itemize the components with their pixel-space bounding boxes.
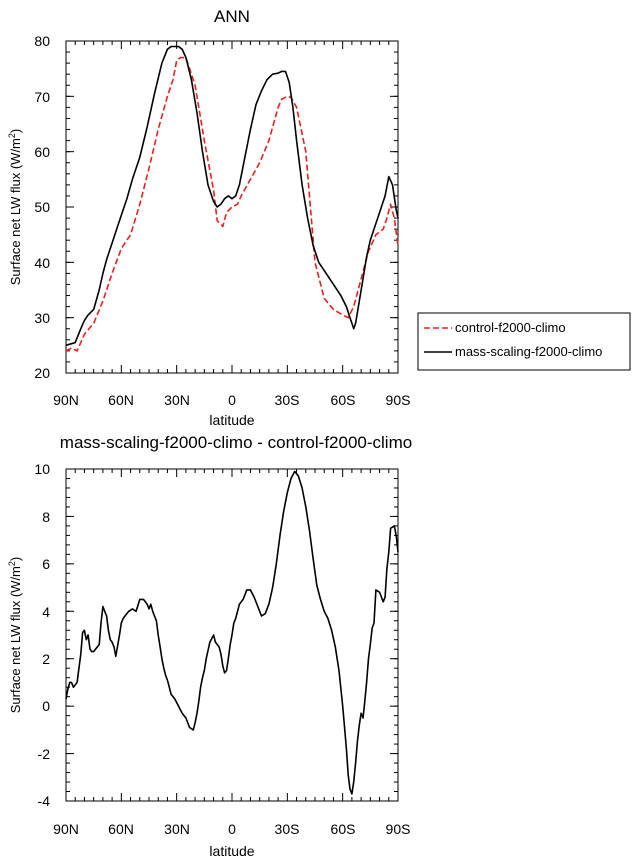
top-x-axis-label: latitude — [209, 412, 254, 428]
top-y-tick-label: 60 — [34, 144, 50, 160]
bottom-axis-ticks — [65, 468, 399, 802]
legend-label-mass-scaling: mass-scaling-f2000-climo — [455, 344, 602, 359]
bottom-y-tick-labels: -4 -2 0 2 4 6 8 10 — [34, 461, 50, 809]
series-line-control-f2000-climo — [65, 56, 399, 352]
top-x-tick-labels: 90N 60N 30N 0 30S 60S 90S — [53, 392, 410, 408]
bottom-y-tick-label: -2 — [38, 746, 51, 762]
legend: control-f2000-climo mass-scaling-f2000-c… — [417, 312, 631, 371]
bottom-y-tick-label: 8 — [42, 509, 50, 525]
top-y-tick-label: 40 — [34, 255, 50, 271]
top-plot-frame — [65, 40, 399, 374]
top-x-tick-label: 0 — [228, 392, 236, 408]
bottom-y-tick-label: 4 — [42, 604, 50, 620]
series-line-mass-scaling-f2000-climo-control-f2000-climo — [65, 470, 399, 795]
top-y-tick-label: 80 — [34, 33, 50, 49]
legend-label-control: control-f2000-climo — [455, 320, 566, 335]
top-y-tick-label: 70 — [34, 89, 50, 105]
series-line-mass-scaling-f2000-climo — [65, 45, 399, 347]
top-x-tick-label: 30N — [164, 392, 190, 408]
bottom-chart-title: mass-scaling-f2000-climo - control-f2000… — [60, 433, 412, 452]
bottom-y-tick-label: 2 — [42, 651, 50, 667]
bottom-x-axis-label: latitude — [209, 843, 254, 859]
top-x-tick-label: 90S — [386, 392, 411, 408]
top-x-tick-label: 30S — [275, 392, 300, 408]
top-x-tick-label: 60S — [331, 392, 356, 408]
bottom-y-tick-label: 6 — [42, 556, 50, 572]
top-y-tick-label: 30 — [34, 310, 50, 326]
bottom-y-tick-label: -4 — [38, 793, 51, 809]
bottom-series-lines — [65, 470, 399, 795]
top-series-lines — [65, 45, 399, 352]
bottom-panel: mass-scaling-f2000-climo - control-f2000… — [7, 433, 412, 859]
top-axis-ticks — [65, 40, 399, 374]
top-x-tick-label: 60N — [108, 392, 134, 408]
top-y-tick-labels: 20 30 40 50 60 70 80 — [34, 33, 50, 381]
top-y-axis-label: Surface net LW flux (W/m2) — [7, 129, 23, 286]
top-panel: ANN 90N 60N 30N 0 30S 60S 90S 20 30 40 5… — [7, 7, 410, 428]
top-x-tick-label: 90N — [53, 392, 79, 408]
top-chart-title: ANN — [214, 7, 250, 26]
bottom-x-tick-label: 60S — [331, 821, 356, 837]
bottom-y-tick-label: 0 — [42, 698, 50, 714]
bottom-x-tick-label: 60N — [108, 821, 134, 837]
bottom-x-tick-label: 90S — [386, 821, 411, 837]
bottom-x-tick-label: 30S — [275, 821, 300, 837]
bottom-x-tick-label: 0 — [228, 821, 236, 837]
bottom-x-tick-labels: 90N 60N 30N 0 30S 60S 90S — [53, 821, 410, 837]
top-y-tick-label: 50 — [34, 199, 50, 215]
bottom-x-tick-label: 30N — [164, 821, 190, 837]
bottom-x-tick-label: 90N — [53, 821, 79, 837]
bottom-y-axis-label: Surface net LW flux (W/m2) — [7, 557, 23, 714]
top-y-tick-label: 20 — [34, 365, 50, 381]
legend-box — [417, 312, 631, 371]
bottom-y-tick-label: 10 — [34, 461, 50, 477]
